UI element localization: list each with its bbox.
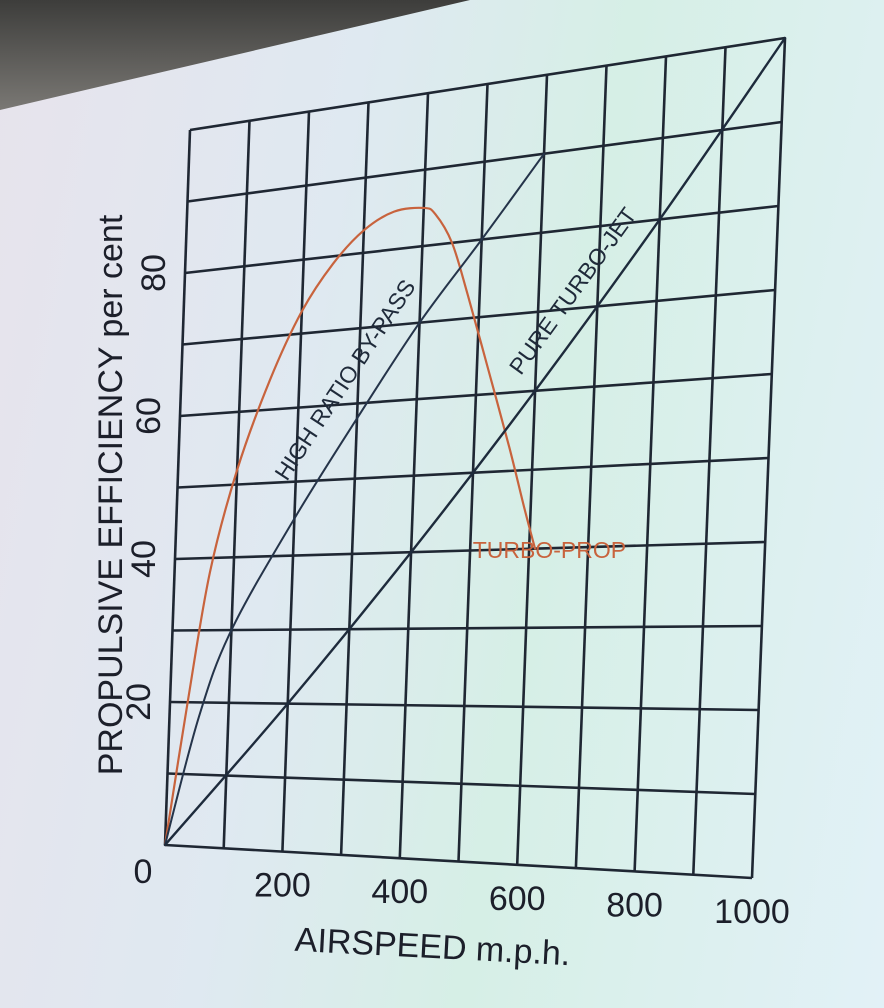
series-line-high-ratio-by-pass bbox=[164, 152, 546, 846]
y-axis-title: PROPULSIVE EFFICIENCY per cent bbox=[92, 214, 130, 775]
x-tick-label: 0 bbox=[134, 853, 153, 891]
x-tick-label: 1000 bbox=[714, 893, 790, 931]
series-label-high-ratio-by-pass: HIGH RATIO BY-PASS bbox=[269, 275, 420, 485]
series-line-turbo-prop bbox=[163, 206, 537, 847]
x-tick-label: 600 bbox=[489, 880, 546, 918]
grid-line-horizontal bbox=[172, 624, 762, 632]
x-axis-title: AIRSPEED m.p.h. bbox=[294, 921, 571, 973]
grid-line-horizontal bbox=[179, 372, 772, 418]
chart-grid bbox=[163, 36, 787, 880]
grid-line-horizontal bbox=[189, 36, 786, 132]
photo-top-shadow bbox=[0, 0, 470, 110]
grid-line-horizontal bbox=[164, 843, 753, 880]
grid-line-horizontal bbox=[167, 772, 756, 796]
series-label-turbo-prop: TURBO-PROP bbox=[473, 537, 626, 563]
chart-ticks: 0 200 400 600 800 1000 20 40 60 80 bbox=[120, 254, 790, 931]
y-tick-label: 20 bbox=[120, 683, 158, 721]
grid-line-horizontal bbox=[182, 288, 776, 346]
grid-line-horizontal bbox=[174, 540, 766, 561]
series-line-pure-turbo-jet bbox=[163, 36, 787, 847]
grid-line-horizontal bbox=[187, 120, 782, 203]
y-tick-label: 60 bbox=[130, 397, 168, 435]
grid-line-horizontal bbox=[169, 700, 759, 712]
x-tick-label: 200 bbox=[254, 867, 311, 905]
y-tick-label: 40 bbox=[125, 540, 163, 578]
y-tick-label: 80 bbox=[135, 254, 173, 292]
x-tick-label: 800 bbox=[606, 886, 663, 924]
chart-series bbox=[163, 36, 787, 847]
x-tick-label: 400 bbox=[371, 873, 428, 911]
